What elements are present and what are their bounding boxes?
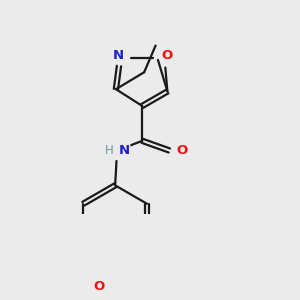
Text: N: N bbox=[118, 144, 130, 157]
Text: O: O bbox=[93, 280, 105, 292]
Text: H: H bbox=[105, 144, 114, 157]
Text: O: O bbox=[161, 49, 172, 62]
Text: O: O bbox=[176, 144, 188, 157]
Text: N: N bbox=[112, 49, 124, 62]
